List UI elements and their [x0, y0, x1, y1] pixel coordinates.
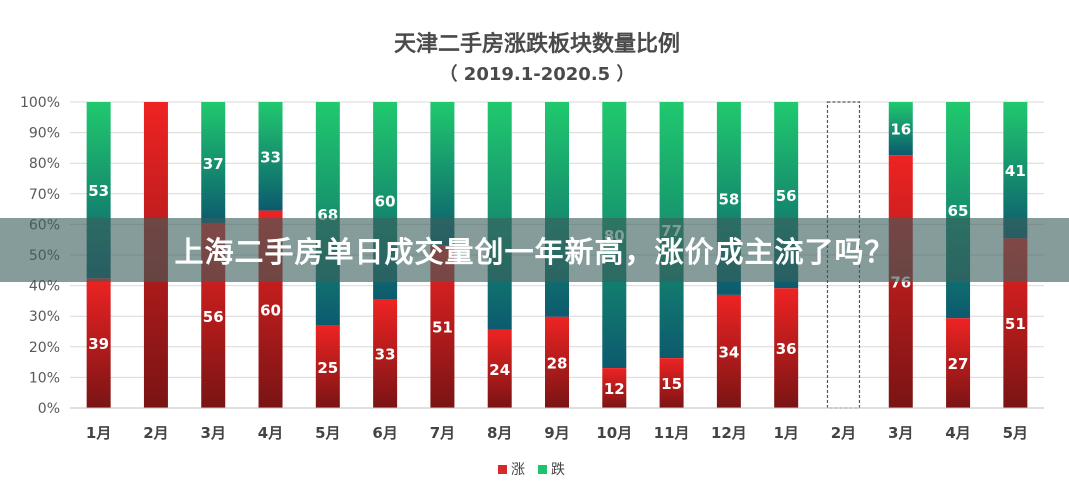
bar-fall — [545, 102, 569, 317]
x-tick-label: 11月 — [654, 424, 690, 442]
data-label-rise: 36 — [776, 340, 797, 358]
x-tick-label: 1月 — [773, 424, 798, 442]
bar-rise — [774, 288, 799, 408]
x-tick-label: 12月 — [711, 424, 747, 442]
data-label-fall: 58 — [718, 190, 739, 208]
x-tick-label: 6月 — [372, 424, 397, 442]
y-tick-label: 90% — [29, 126, 60, 142]
chart-title: 天津二手房涨跌板块数量比例 — [394, 31, 680, 57]
bar-rise — [487, 329, 512, 408]
x-tick-label: 10月 — [596, 424, 632, 442]
data-label-rise: 24 — [489, 361, 510, 379]
y-tick-label: 0% — [38, 401, 60, 417]
bar-rise — [716, 294, 741, 408]
bar-fall — [1003, 102, 1028, 239]
x-tick-label: 4月 — [945, 424, 970, 442]
data-label-fall: 53 — [88, 182, 109, 200]
x-tick-label: 5月 — [315, 424, 340, 442]
data-label-rise: 12 — [604, 380, 625, 398]
data-label-fall: 16 — [890, 121, 911, 139]
bar-rise — [659, 358, 684, 408]
data-label-rise: 51 — [432, 319, 453, 337]
bar-fall — [946, 102, 971, 319]
x-tick-label: 9月 — [544, 424, 569, 442]
x-axis: 1月 2月 3月 4月 5月 6月 7月 8月 9月 10月 11月 12月 1月 2月 3月 4月 5月 — [70, 407, 1044, 442]
y-tick-label: 70% — [29, 187, 60, 203]
bar-fall — [888, 102, 913, 156]
bar-rise — [315, 325, 340, 408]
data-label-fall: 33 — [260, 148, 281, 166]
x-tick-label: 1月 — [86, 424, 111, 442]
y-tick-label: 20% — [29, 340, 60, 356]
bar-fall — [258, 102, 283, 211]
y-tick-label: 80% — [29, 156, 60, 172]
data-label-rise: 34 — [718, 343, 739, 361]
x-tick-label: 8月 — [487, 424, 512, 442]
data-label-fall: 37 — [203, 155, 224, 173]
data-label-rise: 56 — [203, 308, 224, 326]
x-tick-label: 7月 — [430, 424, 455, 442]
bar-rise — [545, 316, 569, 408]
x-tick-label: 2月 — [143, 424, 168, 442]
bar-rise — [86, 278, 111, 408]
data-label-rise: 25 — [317, 359, 338, 377]
bar-fall — [315, 102, 340, 326]
legend-label-rise: 涨 — [511, 462, 525, 478]
y-tick-label: 10% — [29, 370, 60, 386]
x-tick-label: 2月 — [831, 424, 856, 442]
x-tick-label: 3月 — [201, 424, 226, 442]
legend-swatch-rise — [498, 465, 507, 474]
bar-rise — [946, 318, 971, 408]
bar-fall — [201, 102, 226, 224]
data-label-rise: 27 — [948, 355, 969, 373]
headline-text: 上海二手房单日成交量创一年新高，涨价成主流了吗？ — [174, 235, 895, 269]
data-label-rise: 39 — [88, 335, 109, 353]
data-label-fall: 56 — [776, 187, 797, 205]
data-label-fall: 60 — [375, 193, 396, 211]
data-label-rise: 51 — [1005, 315, 1026, 333]
y-tick-label: 30% — [29, 309, 60, 325]
bar-rise — [373, 299, 398, 408]
bar-rise — [602, 368, 627, 408]
legend-label-fall: 跌 — [551, 462, 565, 478]
data-label-rise: 60 — [260, 301, 281, 319]
chart-subtitle: （ 2019.1-2020.5 ） — [440, 64, 635, 85]
data-label-rise: 33 — [375, 346, 396, 364]
x-tick-label: 4月 — [258, 424, 283, 442]
bar-fall — [487, 102, 512, 330]
data-label-fall: 65 — [948, 202, 969, 220]
headline-banner: 上海二手房单日成交量创一年新高，涨价成主流了吗？ — [0, 218, 1069, 282]
data-label-rise: 28 — [547, 354, 568, 372]
legend: 涨 跌 — [498, 462, 565, 478]
data-label-fall: 41 — [1005, 162, 1026, 180]
y-tick-label: 100% — [20, 95, 60, 111]
y-tick-label: 40% — [29, 279, 60, 295]
data-label-rise: 15 — [661, 375, 682, 393]
x-tick-label: 5月 — [1003, 424, 1028, 442]
x-tick-label: 3月 — [888, 424, 913, 442]
legend-swatch-fall — [538, 465, 547, 474]
